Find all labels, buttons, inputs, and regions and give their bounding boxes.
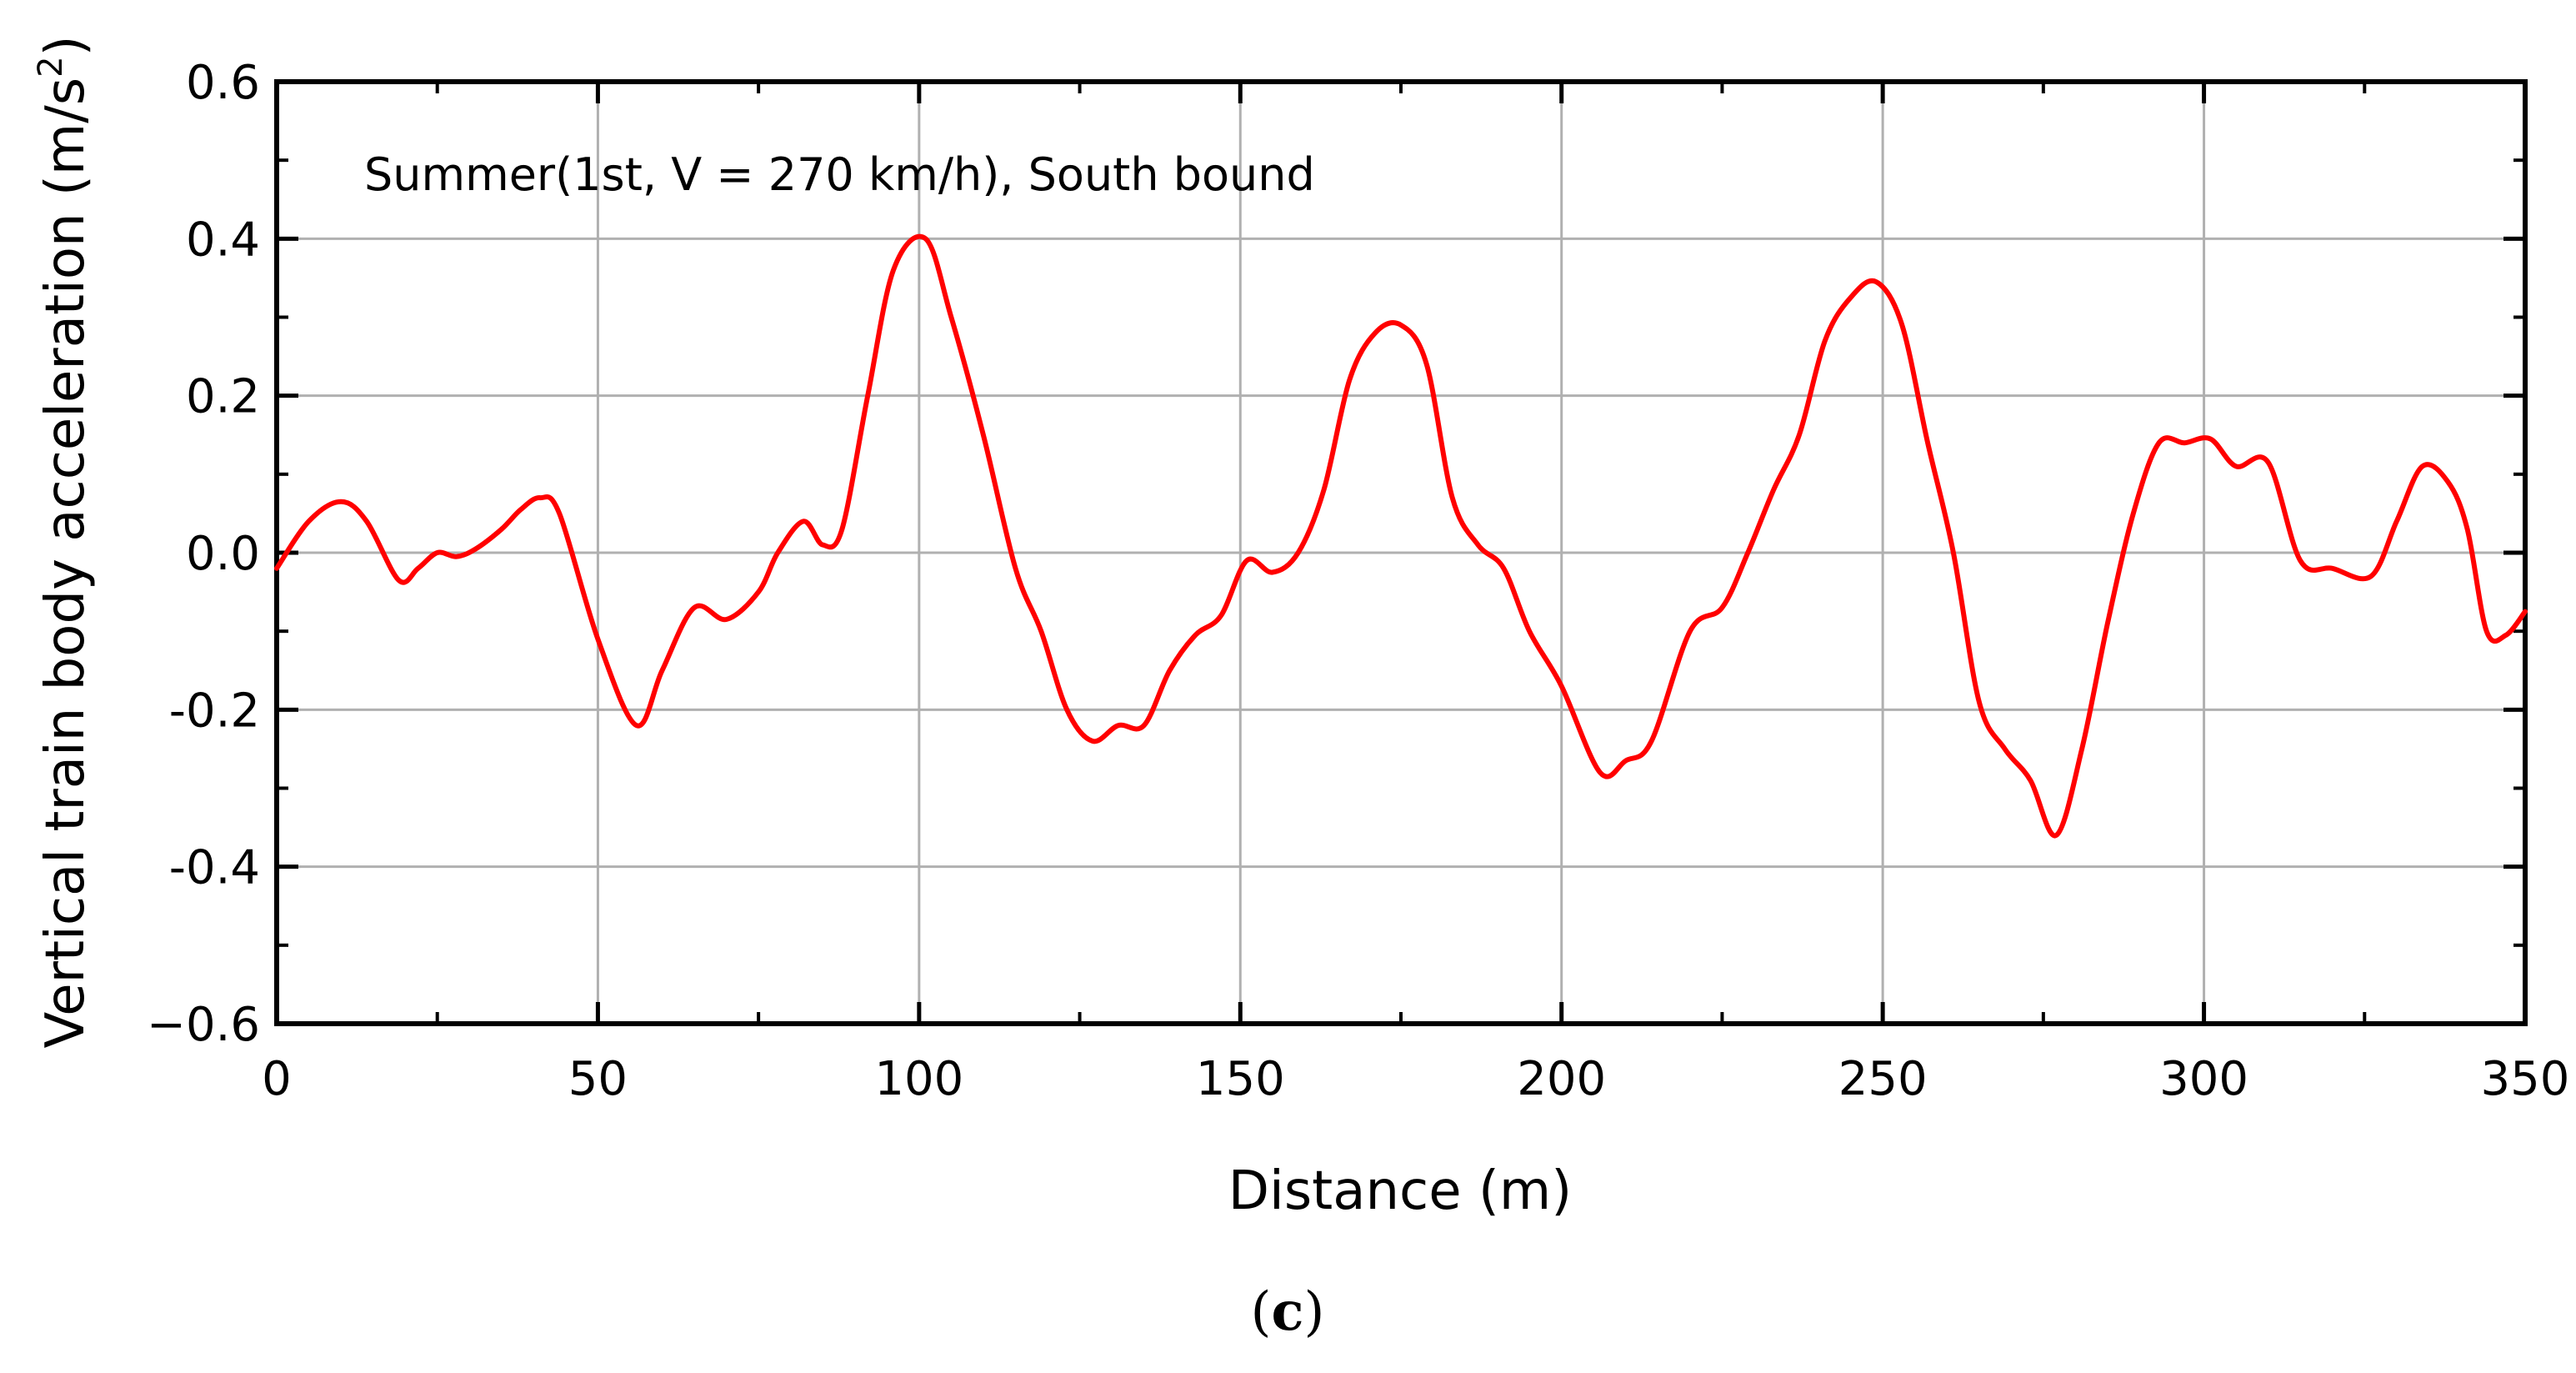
x-tick-label: 250 [1838,1052,1928,1106]
x-tick-label: 100 [874,1052,963,1106]
caption-open: ( [1251,1281,1272,1343]
y-tick-label: 0.2 [186,370,260,424]
grid-layer [277,82,2525,1024]
caption-close: ) [1303,1281,1324,1343]
caption-letter: c [1272,1280,1304,1343]
label-layer: 0 50 100 150 200 250 300 350 −0.6 -0.4 -0.2 0.0 0.2 0… [147,56,2569,1106]
y-axis-label-superscript: 2 [32,56,70,77]
chart-annotation: Summer(1st, V = 270 km/h), South bound [364,148,1315,201]
y-tick-label: -0.2 [169,684,260,738]
x-axis-label: Distance (m) [1228,1160,1572,1222]
series-layer [274,233,2528,839]
x-tick-label: 300 [2159,1052,2248,1106]
series-line [274,233,2528,839]
y-tick-label: 0.0 [186,527,260,581]
y-axis-label-close: ) [35,35,97,56]
y-tick-label: -0.4 [169,841,260,895]
y-axis-label: Vertical train body acceleration (m/s2) [32,35,97,1048]
tick-layer [274,79,2528,1026]
x-tick-label: 200 [1517,1052,1606,1106]
y-axis-label-main: Vertical train body acceleration (m/s [35,78,97,1049]
x-tick-label: 0 [262,1052,292,1106]
y-tick-label: −0.6 [147,998,260,1052]
x-tick-label: 150 [1196,1052,1285,1106]
x-tick-label: 350 [2481,1052,2570,1106]
y-tick-label: 0.6 [186,56,260,110]
figure-caption: (c) [1251,1280,1325,1343]
x-tick-label: 50 [568,1052,628,1106]
y-tick-label: 0.4 [186,213,260,267]
